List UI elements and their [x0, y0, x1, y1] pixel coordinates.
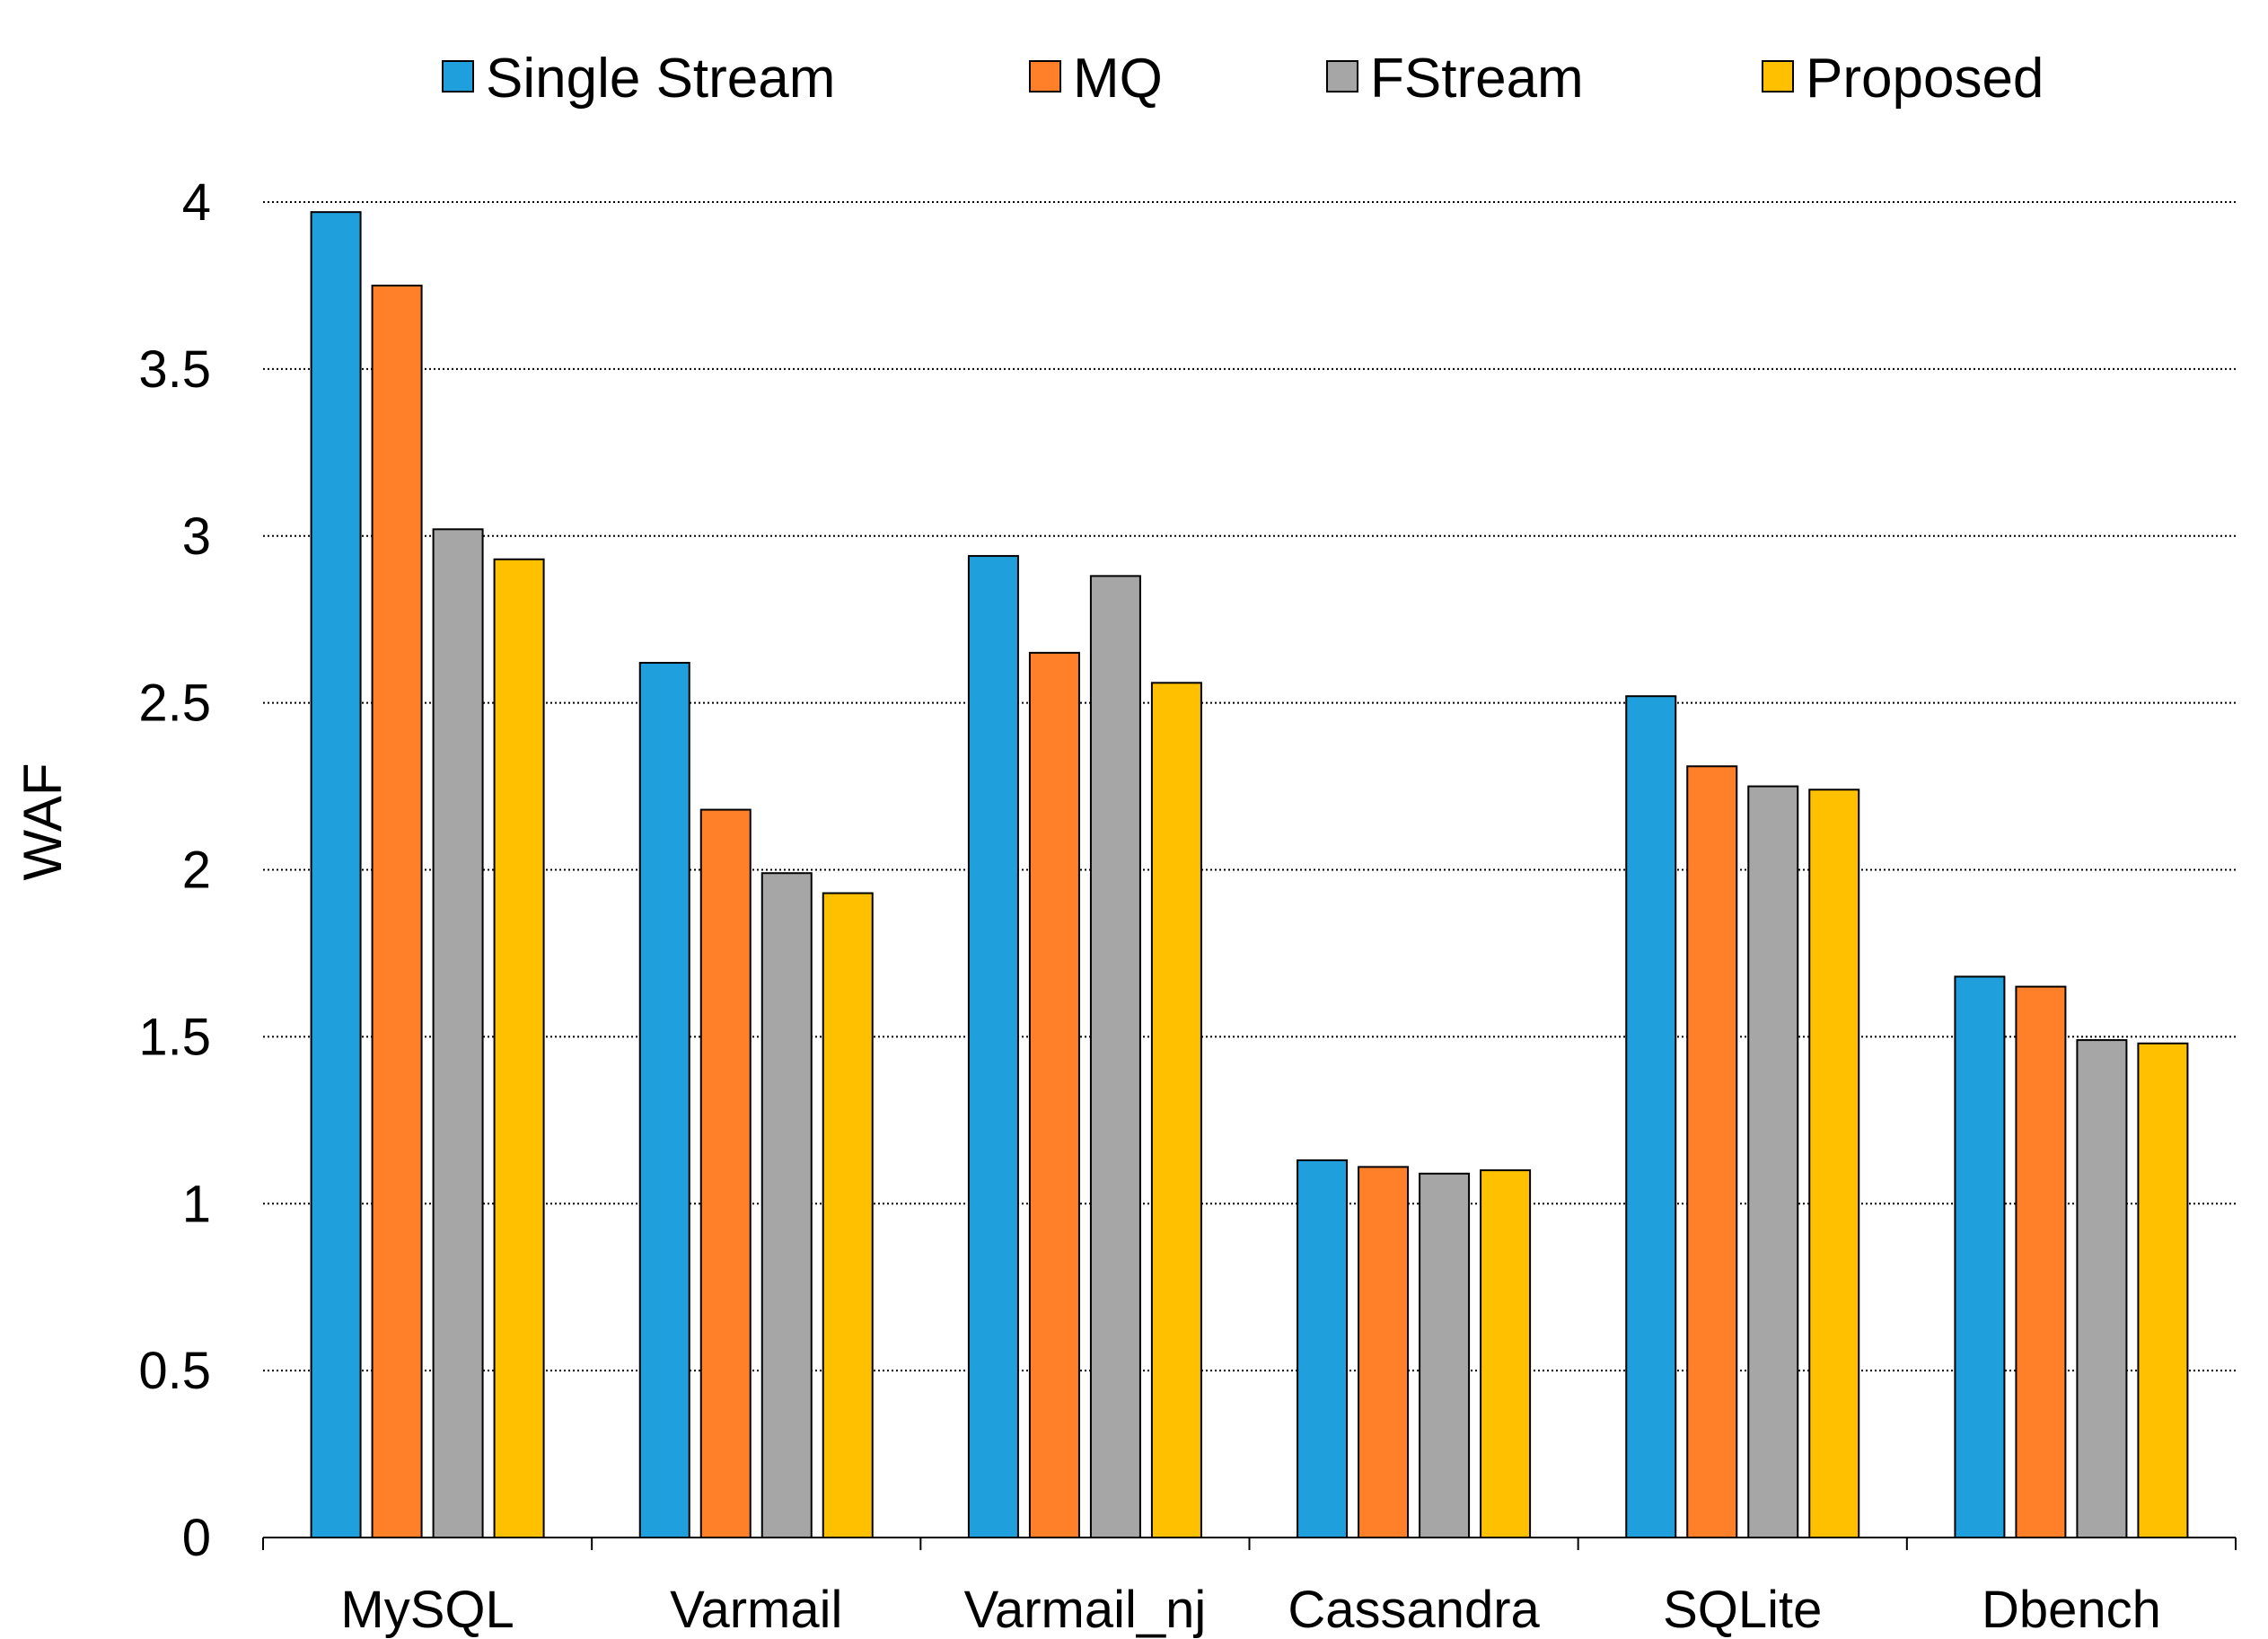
legend-label: FStream — [1370, 48, 1584, 110]
bar — [967, 555, 1019, 1538]
legend-label: Proposed — [1806, 48, 2044, 110]
bar — [1297, 1159, 1349, 1538]
y-tick-label: 3 — [182, 507, 211, 566]
legend-label: Single Stream — [486, 48, 835, 110]
grid-lines — [263, 201, 2236, 1372]
bar — [1150, 682, 1202, 1538]
bar — [699, 808, 752, 1538]
bar — [760, 872, 813, 1538]
legend-label: MQ — [1073, 48, 1163, 110]
bar — [2015, 985, 2067, 1539]
x-tick-label: Dbench — [1982, 1581, 2161, 1639]
bar — [1028, 651, 1080, 1538]
bar — [1089, 575, 1141, 1538]
y-tick-label: 2.5 — [138, 674, 211, 733]
legend-swatch — [1029, 60, 1061, 93]
legend-swatch — [1326, 60, 1358, 93]
y-tick-label: 3.5 — [138, 340, 211, 399]
bar — [1747, 785, 1799, 1538]
legend: Single Stream MQ FStream Proposed — [442, 48, 2044, 110]
y-tick-label: 2 — [182, 842, 211, 900]
bar — [493, 558, 545, 1539]
bar — [1358, 1166, 1410, 1539]
y-axis-title: WAF — [13, 762, 73, 880]
bar — [1480, 1169, 1532, 1538]
y-tick-label: 0.5 — [138, 1342, 211, 1400]
bar — [1686, 765, 1738, 1538]
axes: 0 0.5 1 1.5 2 2.5 3 3.5 4 MySQL Varmail Varmail_nj C… — [138, 173, 2237, 1639]
bar — [1808, 789, 1860, 1538]
bar — [2076, 1039, 2128, 1538]
bar — [371, 284, 423, 1538]
y-tick-label: 1 — [182, 1175, 211, 1233]
legend-swatch — [442, 60, 474, 93]
bar — [2137, 1042, 2189, 1539]
x-tick-label: MySQL — [340, 1581, 514, 1639]
bar — [638, 662, 690, 1538]
bar — [822, 892, 874, 1538]
x-tick-label: Varmail_nj — [964, 1581, 1207, 1639]
y-tick-label: 4 — [182, 173, 211, 232]
y-tick-label: 0 — [182, 1509, 211, 1567]
y-tick-label: 1.5 — [138, 1008, 211, 1066]
bars — [310, 211, 2189, 1539]
bar — [1954, 975, 2006, 1538]
x-tick-label: SQLite — [1663, 1581, 1822, 1639]
bar — [1419, 1172, 1471, 1538]
x-tick-label: Varmail — [670, 1581, 842, 1639]
bar — [310, 211, 362, 1539]
x-tick-label: Cassandra — [1288, 1581, 1540, 1639]
bar — [1625, 695, 1677, 1538]
legend-swatch — [1762, 60, 1794, 93]
bar — [432, 528, 484, 1539]
